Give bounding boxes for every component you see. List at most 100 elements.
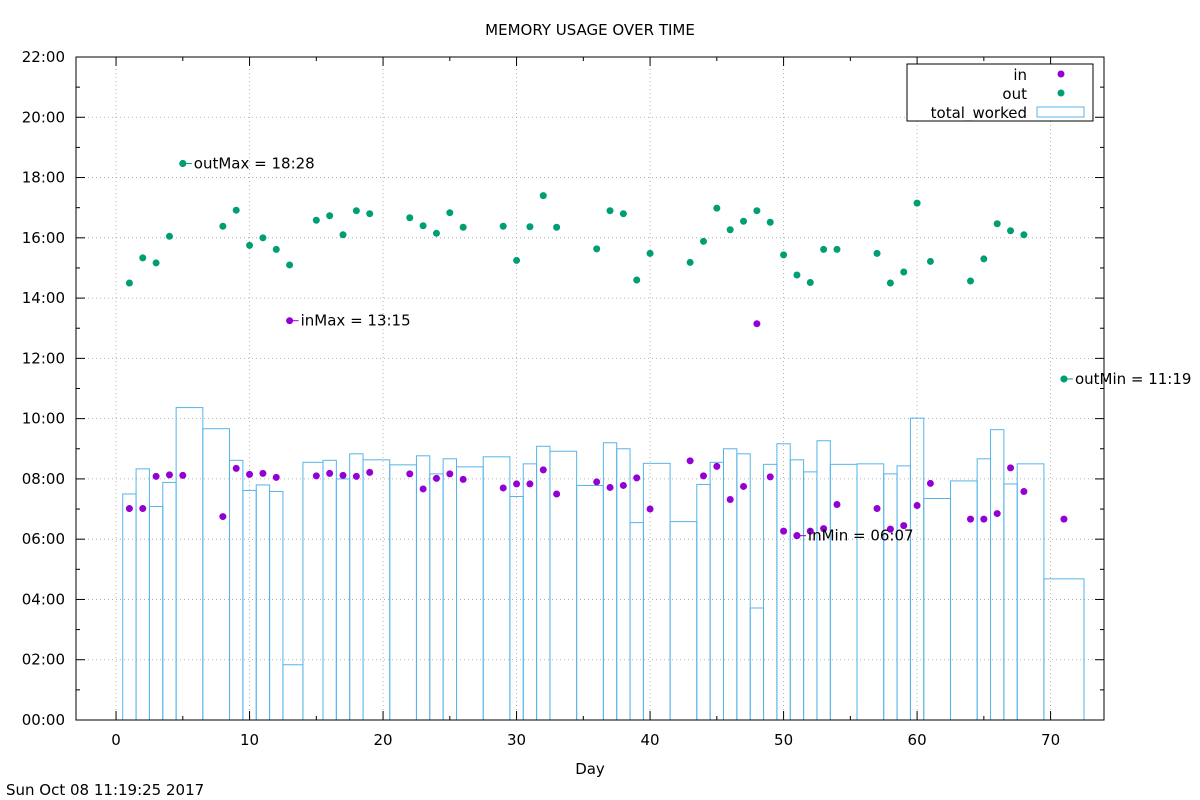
legend-marker-total-worked: [1036, 106, 1085, 118]
out-point: [219, 222, 227, 230]
in-point: [152, 472, 160, 480]
in-point: [726, 496, 734, 504]
out-point: [766, 218, 774, 226]
total-worked-bar: [736, 453, 751, 721]
out-point: [406, 214, 414, 222]
x-tick-label: 30: [507, 731, 526, 749]
in-point: [593, 478, 601, 486]
out-point: [726, 226, 734, 234]
total-worked-bar: [442, 458, 457, 721]
out-point: [539, 192, 547, 200]
out-point: [339, 231, 347, 239]
total-worked-bar: [976, 458, 992, 721]
total-worked-bar: [749, 607, 765, 721]
in-point: [886, 525, 894, 533]
y-axis: 00:00 02:00 04:00 06:00 08:00 10:00 12:00 14:00…: [22, 48, 1104, 729]
x-tick-label: 40: [641, 731, 660, 749]
total-worked-bar: [1016, 463, 1045, 721]
legend-label-total-worked: total_worked: [931, 104, 1027, 123]
legend-marker-in: [1057, 70, 1065, 78]
y-tick-label: 18:00: [22, 169, 65, 187]
out-point: [980, 255, 988, 263]
total-worked-bar: [482, 456, 511, 721]
total-worked-bar: [282, 664, 304, 721]
in-point: [539, 466, 547, 474]
in-point: [139, 505, 147, 513]
out-point: [833, 245, 841, 253]
out-point: [553, 223, 561, 231]
out-point: [1020, 231, 1028, 239]
in-point: [766, 473, 774, 481]
in-point: [219, 513, 227, 521]
in-point: [913, 502, 921, 510]
in-point: [312, 472, 320, 480]
out-points: [125, 159, 1068, 383]
total-worked-bar: [349, 453, 364, 721]
in-point: [513, 480, 521, 488]
out-point: [686, 258, 694, 266]
in-point: [980, 515, 988, 523]
total-worked-bar: [669, 521, 698, 721]
in-point: [419, 485, 427, 493]
total-worked-bar: [1043, 578, 1085, 721]
out-point: [432, 229, 440, 237]
total-worked-bar: [389, 464, 417, 721]
in-point: [699, 472, 707, 480]
y-tick-label: 08:00: [22, 470, 65, 488]
y-tick-label: 22:00: [22, 48, 65, 66]
total-worked-bar: [269, 490, 284, 721]
in-point: [1060, 515, 1068, 523]
y-tick-label: 00:00: [22, 711, 65, 729]
out-point: [446, 209, 454, 217]
out-point: [793, 271, 801, 279]
total-worked-bar: [816, 440, 831, 721]
out-point: [139, 254, 147, 262]
in-point: [993, 510, 1001, 518]
x-tick-label: 50: [774, 731, 793, 749]
total-worked-bar: [255, 484, 271, 721]
out-point: [699, 237, 707, 245]
out-point: [646, 249, 654, 257]
total-worked-bar: [302, 461, 324, 721]
out-point: [820, 245, 828, 253]
total-worked-bar: [362, 459, 391, 721]
total-worked-bar: [789, 459, 805, 721]
total-worked-bar: [229, 459, 244, 721]
total-worked-bar: [709, 461, 725, 721]
out-point: [152, 259, 160, 267]
legend-label-out: out: [1002, 85, 1027, 103]
out-point: [633, 276, 641, 284]
in-point: [833, 501, 841, 509]
out-point: [526, 223, 534, 231]
total-worked-bar: [455, 466, 484, 721]
out-point: [926, 257, 934, 265]
in-point: [526, 480, 534, 488]
in-point: [1007, 464, 1015, 472]
out-point: [272, 245, 280, 253]
in-point: [432, 474, 440, 482]
annotation-point: [1060, 375, 1068, 383]
x-tick-label: 70: [1041, 731, 1060, 749]
in-point: [780, 527, 788, 535]
in-point: [352, 472, 360, 480]
annotation-label: inMin = 06:07: [808, 527, 914, 545]
in-point: [926, 479, 934, 487]
y-tick-label: 12:00: [22, 349, 65, 367]
y-tick-label: 14:00: [22, 289, 65, 307]
annotation-point: [286, 317, 294, 325]
out-point: [259, 234, 267, 242]
total-worked-bar: [803, 471, 818, 721]
total-worked-bar: [723, 448, 738, 721]
out-point: [326, 212, 334, 220]
x-axis: 0 10 20 30 40 50 60 70: [111, 57, 1060, 749]
total-worked-bar: [429, 473, 444, 721]
out-point: [913, 199, 921, 207]
in-point: [806, 527, 814, 535]
in-point: [713, 462, 721, 470]
out-point: [993, 220, 1001, 228]
out-point: [286, 261, 294, 269]
in-point: [406, 470, 414, 478]
total-worked-bar: [896, 465, 911, 721]
total-worked-bars: [122, 407, 1085, 721]
